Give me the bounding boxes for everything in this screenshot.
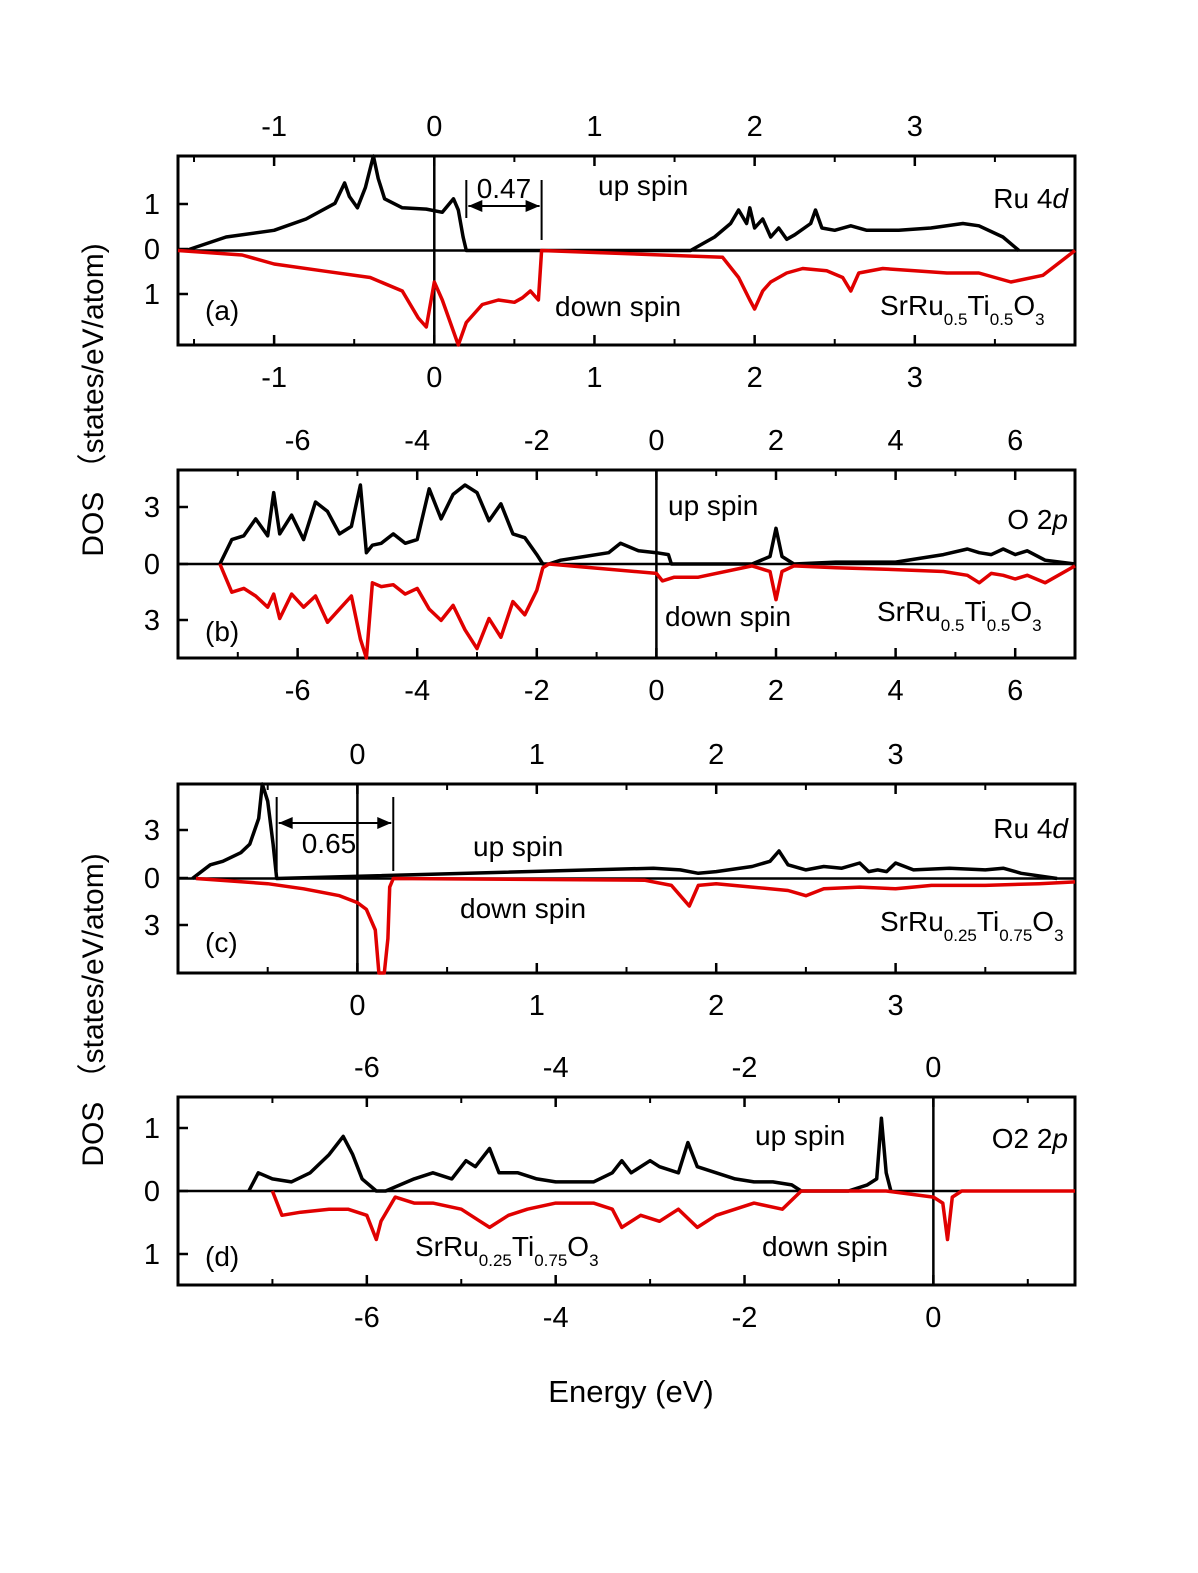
panel-c: 0 0 1 1 2 2 3 3 3 0 3 up spin down spin (c) Ru 4d SrRu0…	[144, 739, 1077, 1022]
compound-label: SrRu0.5Ti0.5O3	[877, 596, 1042, 635]
x-axis-label: Energy (eV)	[548, 1374, 713, 1409]
x-tick-label-bottom: -2	[732, 1302, 758, 1334]
x-tick-label-top: 2	[708, 739, 724, 771]
x-tick-label-bottom: 0	[925, 1302, 941, 1334]
gap-value-label: 0.65	[302, 828, 357, 859]
down-spin-label: down spin	[555, 291, 681, 322]
x-tick-label-bottom: 0	[648, 675, 664, 707]
x-tick-label-top: 3	[907, 111, 923, 143]
gap-arrowhead-left	[278, 817, 293, 829]
x-tick-label-bottom: -1	[261, 362, 287, 394]
panel-label: (c)	[205, 927, 238, 958]
x-tick-label-bottom: 1	[586, 362, 602, 394]
y-tick-label: 0	[144, 549, 160, 581]
compound-label: SrRu0.25Ti0.75O3	[415, 1231, 599, 1270]
y-tick-label: 0	[144, 863, 160, 895]
x-tick-label-bottom: 4	[888, 675, 904, 707]
x-tick-label-top: -4	[543, 1052, 569, 1084]
compound-label: SrRu0.5Ti0.5O3	[880, 290, 1045, 329]
gap-value-label: 0.47	[477, 173, 532, 204]
gap-arrowhead-right	[377, 817, 392, 829]
series-up-spin	[191, 782, 1058, 881]
up-spin-label: up spin	[755, 1120, 845, 1151]
panel-d: -6 -6 -4 -4 -2 -2 0 0 1 0 1 up spin down spin (d) O2 2…	[144, 1052, 1077, 1334]
x-tick-label-bottom: -4	[543, 1302, 569, 1334]
down-spin-label: down spin	[762, 1231, 888, 1262]
x-tick-label-bottom: 6	[1007, 675, 1023, 707]
y-tick-label: 1	[144, 1239, 160, 1271]
x-tick-label-bottom: 0	[349, 990, 365, 1022]
x-tick-label-top: 3	[888, 739, 904, 771]
x-tick-label-bottom: -6	[285, 675, 311, 707]
orbital-label: O2 2p	[992, 1123, 1068, 1154]
down-spin-label: down spin	[665, 601, 791, 632]
x-tick-label-top: 1	[586, 111, 602, 143]
y-tick-label: 3	[144, 910, 160, 942]
series-up-spin	[218, 483, 1076, 566]
y-tick-label: 0	[144, 1176, 160, 1208]
y-tick-label: 1	[144, 189, 160, 221]
y-tick-label: 0	[144, 234, 160, 266]
x-tick-label-top: -6	[285, 425, 311, 457]
x-tick-label-bottom: 3	[907, 362, 923, 394]
compound-label: SrRu0.25Ti0.75O3	[880, 906, 1064, 945]
x-tick-label-top: 2	[747, 111, 763, 143]
down-spin-label: down spin	[460, 893, 586, 924]
x-tick-label-top: -6	[354, 1052, 380, 1084]
x-tick-label-bottom: 0	[426, 362, 442, 394]
x-tick-label-bottom: -2	[524, 675, 550, 707]
x-tick-label-bottom: -6	[354, 1302, 380, 1334]
y-tick-label: 1	[144, 279, 160, 311]
x-tick-label-top: 1	[529, 739, 545, 771]
x-tick-label-top: 4	[888, 425, 904, 457]
panel-label: (b)	[205, 616, 239, 647]
y-tick-label: 3	[144, 815, 160, 847]
orbital-label: Ru 4d	[993, 183, 1069, 214]
up-spin-label: up spin	[598, 170, 688, 201]
y-tick-label: 1	[144, 1113, 160, 1145]
series-down-spin	[218, 562, 1076, 660]
up-spin-label: up spin	[473, 831, 563, 862]
x-tick-label-bottom: -4	[404, 675, 430, 707]
x-tick-label-bottom: 2	[708, 990, 724, 1022]
x-tick-label-bottom: 2	[747, 362, 763, 394]
series-up-spin	[247, 1116, 893, 1193]
panel-label: (a)	[205, 295, 239, 326]
x-tick-label-bottom: 1	[529, 990, 545, 1022]
y-axis-label-bottom: DOS （states/eV/atom)	[77, 853, 110, 1166]
orbital-label: O 2p	[1007, 504, 1068, 535]
series-down-spin	[195, 876, 1076, 975]
x-tick-label-top: -2	[524, 425, 550, 457]
x-tick-label-top: 2	[768, 425, 784, 457]
x-tick-label-top: -1	[261, 111, 287, 143]
panel-a: -1 -1 0 0 1 1 2 2 3 3 1 0 1 up spin down spin (a) Ru 4d S…	[144, 111, 1077, 394]
x-tick-label-top: -4	[404, 425, 430, 457]
x-tick-label-top: -2	[732, 1052, 758, 1084]
x-tick-label-top: 0	[426, 111, 442, 143]
y-tick-label: 3	[144, 605, 160, 637]
orbital-label: Ru 4d	[993, 813, 1069, 844]
gap-arrowhead-right	[525, 200, 540, 212]
series-down-spin	[177, 248, 1077, 347]
panel-b: -6 -6 -4 -4 -2 -2 0 0 2 2 4 4 6 6 3 0 3 up spin down spin (…	[144, 425, 1077, 707]
y-tick-label: 3	[144, 492, 160, 524]
x-tick-label-bottom: 2	[768, 675, 784, 707]
y-axis-label-top: DOS （states/eV/atom)	[77, 243, 110, 556]
panel-label: (d)	[205, 1241, 239, 1272]
series-up-spin	[185, 154, 1021, 253]
series-down-spin	[270, 1189, 1075, 1242]
x-tick-label-top: 0	[648, 425, 664, 457]
up-spin-label: up spin	[668, 490, 758, 521]
x-tick-label-top: 0	[349, 739, 365, 771]
x-tick-label-top: 0	[925, 1052, 941, 1084]
x-tick-label-bottom: 3	[888, 990, 904, 1022]
gap-arrowhead-left	[468, 200, 483, 212]
x-tick-label-top: 6	[1007, 425, 1023, 457]
